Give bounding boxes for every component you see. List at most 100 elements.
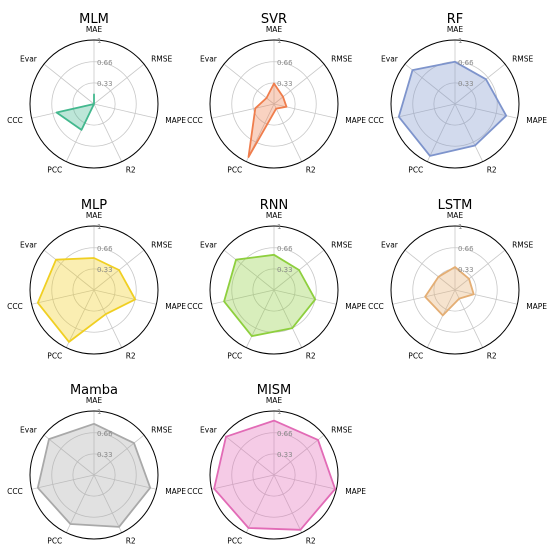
axis-label-rmse: RMSE — [331, 54, 352, 63]
spoke-ccc — [31, 289, 95, 305]
axis-label-ccc: CCC — [7, 487, 23, 496]
r-tick-label: 1 — [277, 408, 281, 416]
axis-label-ccc: CCC — [7, 302, 23, 311]
axis-label-evar: Evar — [381, 54, 399, 63]
axis-label-rmse: RMSE — [331, 240, 352, 249]
r-tick-label: 0.33 — [97, 266, 113, 274]
chart-title: Mamba — [70, 383, 118, 398]
axis-label-evar: Evar — [20, 54, 38, 63]
radar-subplot-mlp: 0.33 0.66 1 MAE RMSE MAPE R2 PCC CCC Evar MLP — [7, 198, 186, 361]
chart-title: MLM — [79, 12, 109, 27]
outer-frame — [29, 410, 159, 540]
axis-label-mae: MAE — [266, 25, 283, 34]
r-tick-label: 0.33 — [458, 266, 474, 274]
spoke-r2 — [93, 474, 123, 533]
axis-label-evar: Evar — [200, 425, 218, 434]
axis-label-mape: MAPE — [165, 116, 186, 125]
axis-label-mae: MAE — [86, 25, 103, 34]
series-area-rnn — [223, 253, 317, 338]
spoke-r2 — [93, 289, 123, 348]
spoke-mape — [454, 289, 518, 305]
axis-label-ccc: CCC — [368, 302, 384, 311]
spoke-evar — [43, 249, 95, 291]
outer-frame — [29, 39, 159, 169]
spoke-pcc — [426, 289, 456, 348]
axis-label-mae: MAE — [86, 396, 103, 405]
series-area-mlp — [36, 257, 137, 343]
radar-subplot-mamba: 0.33 0.66 1 MAE RMSE MAPE R2 PCC CCC Evar Mamba — [7, 383, 186, 546]
radar-subplot-mlm: 0.33 0.66 1 MAE RMSE MAPE R2 PCC CCC Evar MLM — [7, 12, 186, 175]
axis-label-evar: Evar — [200, 240, 218, 249]
outer-frame — [29, 225, 159, 355]
r-tick-label: 0.66 — [277, 59, 293, 67]
spoke-pcc — [245, 474, 275, 533]
spoke-mape — [273, 474, 337, 490]
axis-label-r2: R2 — [126, 166, 136, 175]
outer-frame — [209, 225, 339, 355]
r-tick-label: 1 — [97, 223, 101, 231]
axis-label-r2: R2 — [487, 352, 497, 361]
chart-title: MISM — [257, 383, 292, 398]
spoke-r2 — [273, 289, 303, 348]
spoke-ccc — [392, 289, 456, 305]
axis-label-mape: MAPE — [165, 302, 186, 311]
axis-label-rmse: RMSE — [512, 54, 533, 63]
axis-label-evar: Evar — [381, 240, 399, 249]
axis-label-pcc: PCC — [408, 352, 423, 361]
axis-label-mape: MAPE — [165, 487, 186, 496]
axis-label-pcc: PCC — [408, 166, 423, 175]
axis-label-mape: MAPE — [345, 302, 366, 311]
r-tick-label: 0.33 — [277, 451, 293, 459]
axis-label-pcc: PCC — [227, 352, 242, 361]
outer-frame — [390, 39, 520, 169]
spoke-r2 — [454, 289, 484, 348]
r-tick-label: 1 — [97, 408, 101, 416]
spoke-evar — [404, 249, 456, 291]
axis-label-mape: MAPE — [526, 116, 547, 125]
spoke-pcc — [65, 474, 95, 533]
spoke-pcc — [426, 103, 456, 162]
r-tick-label: 0.66 — [277, 430, 293, 438]
spoke-mape — [93, 103, 157, 119]
axis-label-rmse: RMSE — [512, 240, 533, 249]
spoke-evar — [43, 63, 95, 105]
spoke-mape — [93, 474, 157, 490]
axis-label-ccc: CCC — [7, 116, 23, 125]
r-tick-label: 0.66 — [458, 59, 474, 67]
series-area-svr — [247, 82, 288, 158]
spoke-ccc — [31, 474, 95, 490]
spoke-mape — [273, 289, 337, 305]
r-tick-label: 0.33 — [97, 451, 113, 459]
spoke-rmse — [273, 434, 325, 476]
axis-label-rmse: RMSE — [151, 425, 172, 434]
spoke-evar — [43, 434, 95, 476]
r-tick-label: 0.66 — [458, 245, 474, 253]
axis-label-pcc: PCC — [227, 166, 242, 175]
axis-label-evar: Evar — [20, 425, 38, 434]
series-area-mlm — [55, 93, 95, 131]
axis-label-r2: R2 — [126, 352, 136, 361]
axis-label-r2: R2 — [126, 537, 136, 546]
r-tick-label: 1 — [277, 223, 281, 231]
chart-title: MLP — [81, 198, 107, 213]
radar-subplot-mism: 0.33 0.66 1 MAE RMSE MAPE R2 PCC CCC Evar MISM — [187, 383, 366, 546]
chart-title: RNN — [260, 198, 288, 213]
series-area-mism — [213, 419, 337, 531]
r-tick-label: 0.33 — [277, 80, 293, 88]
r-tick-label: 1 — [458, 223, 462, 231]
axis-label-pcc: PCC — [227, 537, 242, 546]
r-tick-label: 1 — [277, 37, 281, 45]
spoke-pcc — [65, 289, 95, 348]
axis-label-rmse: RMSE — [331, 425, 352, 434]
spoke-ccc — [211, 289, 275, 305]
series-area-lstm — [424, 266, 475, 317]
axis-label-mae: MAE — [266, 211, 283, 220]
axis-label-ccc: CCC — [187, 487, 203, 496]
axis-label-rmse: RMSE — [151, 240, 172, 249]
axis-label-mae: MAE — [447, 25, 464, 34]
r-tick-label: 0.33 — [277, 266, 293, 274]
spoke-mape — [93, 289, 157, 305]
series-area-mamba — [36, 422, 152, 528]
r-tick-label: 1 — [97, 37, 101, 45]
